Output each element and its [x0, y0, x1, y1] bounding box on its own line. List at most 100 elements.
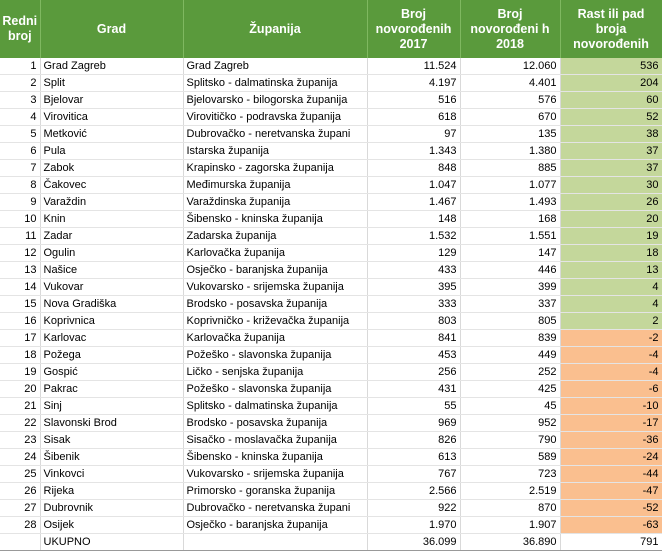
cell: 969 [367, 414, 461, 432]
cell: Metković [40, 125, 184, 143]
cell: Krapinsko - zagorska županija [183, 159, 368, 177]
cell: 3 [0, 91, 41, 109]
cell: Pula [40, 142, 184, 160]
cell: 1.493 [460, 193, 561, 211]
table-row: 10 Knin Šibensko - kninska županija 148 168 2… [0, 210, 662, 228]
cell: 2 [560, 312, 662, 330]
cell: Osijek [40, 516, 184, 534]
cell: 536 [560, 58, 662, 75]
cell: Karlovac [40, 329, 184, 347]
cell: Splitsko - dalmatinska županija [183, 397, 368, 415]
table-row: 8 Čakovec Međimurska županija 1.047 1.077 30 [0, 176, 662, 194]
cell: 19 [0, 363, 41, 381]
cell: Vukovar [40, 278, 184, 296]
header-cell: Broj novorođeni h 2018 [460, 0, 561, 58]
cell: 839 [460, 329, 561, 347]
cell: 885 [460, 159, 561, 177]
cell: 805 [460, 312, 561, 330]
cell: 12 [0, 244, 41, 262]
cell: Međimurska županija [183, 176, 368, 194]
cell: 4 [560, 278, 662, 296]
cell: 395 [367, 278, 461, 296]
cell: 848 [367, 159, 461, 177]
table-row: 5 Metković Dubrovačko - neretvanska župani… [0, 125, 662, 143]
table-row: 22 Slavonski Brod Brodsko - posavska župan… [0, 414, 662, 432]
cell: Dubrovnik [40, 499, 184, 517]
cell: Virovitica [40, 108, 184, 126]
cell: -17 [560, 414, 662, 432]
cell: Nova Gradiška [40, 295, 184, 313]
cell: 24 [0, 448, 41, 466]
cell: Knin [40, 210, 184, 228]
cell: Požeško - slavonska županija [183, 346, 368, 364]
cell: 1.970 [367, 516, 461, 534]
cell: 1 [0, 58, 41, 75]
cell: Šibensko - kninska županija [183, 448, 368, 466]
cell: 803 [367, 312, 461, 330]
cell: 5 [0, 125, 41, 143]
table-row: 24 Šibenik Šibensko - kninska županija 613 5… [0, 448, 662, 466]
cell: 13 [560, 261, 662, 279]
header-cell: Broj novorođenih 2017 [367, 0, 461, 58]
cell: Brodsko - posavska županija [183, 414, 368, 432]
header-row: Redni broj Grad Županija Broj novorođenih 2… [0, 0, 662, 58]
cell: 22 [0, 414, 41, 432]
cell: 37 [560, 159, 662, 177]
cell: 20 [560, 210, 662, 228]
cell: Dubrovačko - neretvanska župani [183, 499, 368, 517]
cell: 20 [0, 380, 41, 398]
cell: 2.566 [367, 482, 461, 500]
cell: 2.519 [460, 482, 561, 500]
cell: Primorsko - goranska županija [183, 482, 368, 500]
cell: 27 [0, 499, 41, 517]
cell: Osječko - baranjska županija [183, 516, 368, 534]
cell: 589 [460, 448, 561, 466]
cell: Zadar [40, 227, 184, 245]
cell: Karlovačka županija [183, 329, 368, 347]
cell: Rijeka [40, 482, 184, 500]
cell: 723 [460, 465, 561, 483]
cell: Vukovarsko - srijemska županija [183, 465, 368, 483]
cell: 11.524 [367, 58, 461, 75]
cell: 18 [0, 346, 41, 364]
cell: 1.532 [367, 227, 461, 245]
cell: 45 [460, 397, 561, 415]
header-cell: Grad [40, 0, 184, 58]
cell: 204 [560, 74, 662, 92]
cell: 399 [460, 278, 561, 296]
cell: 135 [460, 125, 561, 143]
table-row: 4 Virovitica Virovitičko - podravska župan… [0, 108, 662, 126]
cell: 256 [367, 363, 461, 381]
cell: 449 [460, 346, 561, 364]
cell: 168 [460, 210, 561, 228]
cell: 613 [367, 448, 461, 466]
table-row: 9 Varaždin Varaždinska županija 1.467 1.493 2… [0, 193, 662, 211]
cell: Zadarska županija [183, 227, 368, 245]
cell: 446 [460, 261, 561, 279]
cell: 4.197 [367, 74, 461, 92]
cell: Čakovec [40, 176, 184, 194]
cell: 36.099 [367, 533, 461, 551]
cell: 10 [0, 210, 41, 228]
cell: 60 [560, 91, 662, 109]
cell: 1.343 [367, 142, 461, 160]
cell: Bjelovarsko - bilogorska županija [183, 91, 368, 109]
cell: -2 [560, 329, 662, 347]
header-cell: Županija [183, 0, 368, 58]
cell: 433 [367, 261, 461, 279]
cell: 9 [0, 193, 41, 211]
table-row: 15 Nova Gradiška Brodsko - posavska župani… [0, 295, 662, 313]
table-row: 21 Sinj Splitsko - dalmatinska županija 55 4… [0, 397, 662, 415]
cell: 618 [367, 108, 461, 126]
cell: 97 [367, 125, 461, 143]
cell: Koprivnica [40, 312, 184, 330]
cell: 7 [0, 159, 41, 177]
cell: 425 [460, 380, 561, 398]
cell: 826 [367, 431, 461, 449]
cell: 791 [560, 533, 662, 551]
cell: 4.401 [460, 74, 561, 92]
table-row: 11 Zadar Zadarska županija 1.532 1.551 19 [0, 227, 662, 245]
cell: -63 [560, 516, 662, 534]
cell: 431 [367, 380, 461, 398]
table-row: 6 Pula Istarska županija 1.343 1.380 37 [0, 142, 662, 160]
